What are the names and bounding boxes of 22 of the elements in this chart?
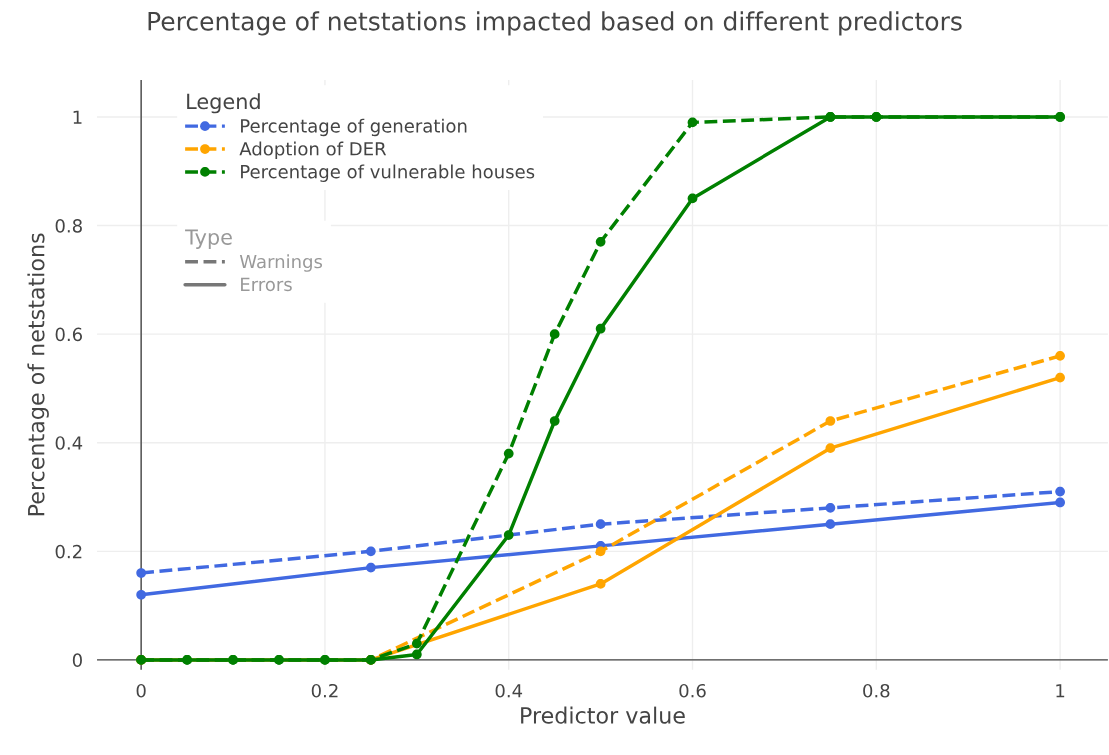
y-tick-label: 0.8: [55, 219, 82, 233]
y-tick-label: 0.2: [55, 544, 82, 559]
y-tick-label: 0.4: [55, 436, 83, 450]
y-tick-label: 0.6: [55, 327, 83, 342]
legend-label: Adoption of DER: [239, 141, 387, 160]
annotation: Warnings: [239, 254, 323, 272]
x-tick-label: 0.4: [495, 683, 523, 698]
y-tick-label: 0: [72, 653, 82, 668]
y-axis-title: Percentage of netstations: [27, 233, 49, 516]
y-tick-label: 1: [73, 110, 82, 124]
x-tick-label: 0.6: [679, 683, 706, 698]
legend-label: Percentage of vulnerable houses: [241, 164, 535, 182]
x-axis-title: Predictor value: [521, 706, 685, 724]
legend-label: Percentage of generation: [241, 118, 467, 137]
annotation: Errors: [241, 277, 292, 292]
x-tick-label: 0: [136, 683, 146, 698]
x-tick-label: 0.8: [863, 683, 890, 698]
annotation: Type: [185, 229, 232, 249]
legend-title: Legend: [187, 93, 260, 114]
x-tick-label: 1: [1056, 684, 1065, 698]
x-tick-label: 0.2: [311, 683, 338, 698]
chart-title: Percentage of netstations impacted based on different predictors: [148, 11, 962, 36]
